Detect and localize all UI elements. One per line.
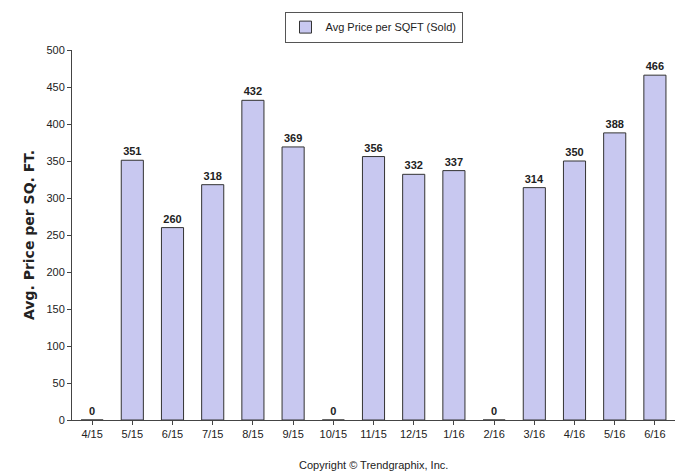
svg-text:3/16: 3/16: [524, 428, 545, 440]
svg-text:388: 388: [606, 118, 624, 130]
svg-text:0: 0: [491, 405, 497, 417]
svg-text:Avg. Price per SQ. FT.: Avg. Price per SQ. FT.: [21, 150, 37, 320]
svg-text:337: 337: [445, 156, 463, 168]
svg-text:150: 150: [46, 303, 64, 315]
svg-text:8/15: 8/15: [242, 428, 263, 440]
svg-text:332: 332: [405, 159, 423, 171]
svg-text:2/16: 2/16: [483, 428, 504, 440]
svg-text:0: 0: [59, 414, 65, 426]
svg-text:9/15: 9/15: [282, 428, 303, 440]
svg-text:6/16: 6/16: [644, 428, 665, 440]
svg-text:450: 450: [46, 81, 64, 93]
svg-text:200: 200: [46, 266, 64, 278]
svg-text:318: 318: [204, 170, 222, 182]
svg-text:1/16: 1/16: [443, 428, 464, 440]
svg-text:250: 250: [46, 229, 64, 241]
svg-text:4/16: 4/16: [564, 428, 585, 440]
svg-text:350: 350: [46, 155, 64, 167]
svg-text:0: 0: [89, 405, 95, 417]
svg-text:0: 0: [330, 405, 336, 417]
svg-text:5/15: 5/15: [122, 428, 143, 440]
svg-text:356: 356: [364, 142, 382, 154]
svg-text:300: 300: [46, 192, 64, 204]
svg-text:100: 100: [46, 340, 64, 352]
svg-text:50: 50: [53, 377, 65, 389]
svg-text:400: 400: [46, 118, 64, 130]
svg-text:314: 314: [525, 173, 544, 185]
svg-text:500: 500: [46, 44, 64, 56]
svg-text:5/16: 5/16: [604, 428, 625, 440]
svg-text:12/15: 12/15: [400, 428, 428, 440]
svg-text:260: 260: [163, 213, 181, 225]
svg-text:10/15: 10/15: [320, 428, 348, 440]
svg-text:7/15: 7/15: [202, 428, 223, 440]
svg-text:369: 369: [284, 132, 302, 144]
svg-text:351: 351: [123, 145, 141, 157]
svg-text:432: 432: [244, 85, 262, 97]
svg-text:6/15: 6/15: [162, 428, 183, 440]
svg-text:350: 350: [565, 146, 583, 158]
svg-text:4/15: 4/15: [81, 428, 102, 440]
svg-text:466: 466: [646, 60, 664, 72]
svg-text:Avg Price per SQFT (Sold): Avg Price per SQFT (Sold): [326, 21, 456, 33]
svg-text:11/15: 11/15: [360, 428, 387, 440]
svg-text:Copyright © Trendgraphix, Inc.: Copyright © Trendgraphix, Inc.: [299, 459, 448, 471]
